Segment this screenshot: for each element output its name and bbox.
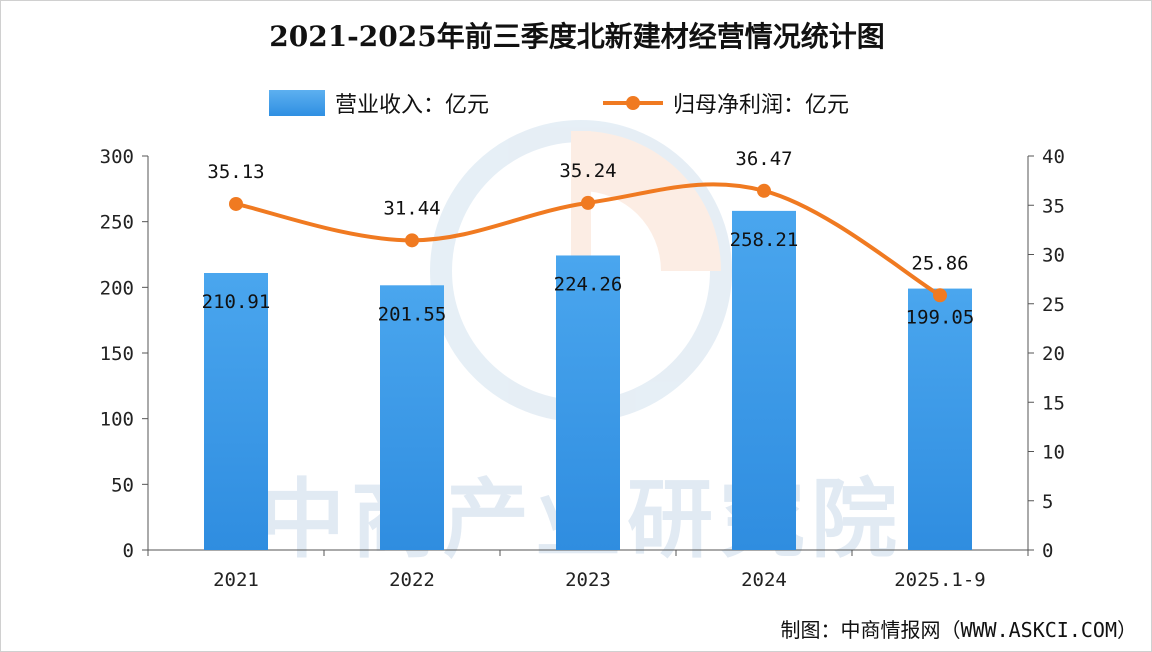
x-tick-label: 2021 (213, 569, 259, 591)
x-tick-label: 2022 (389, 569, 435, 591)
bar-revenue (732, 210, 796, 550)
bar-value-label: 210.91 (202, 291, 271, 313)
y-left-tick-label: 300 (100, 146, 134, 168)
point-profit (933, 288, 947, 303)
point-profit (757, 183, 771, 198)
x-tick-label: 2025.1-9 (894, 569, 986, 591)
y-right-tick-label: 15 (1042, 392, 1065, 414)
legend-line-swatch (603, 90, 663, 116)
y-right-tick-label: 10 (1042, 442, 1065, 464)
bar-value-label: 224.26 (554, 273, 623, 295)
y-left-tick-label: 200 (100, 277, 134, 299)
legend-bar-swatch (269, 90, 325, 116)
x-tick-label: 2024 (741, 569, 787, 591)
point-profit (581, 195, 595, 210)
line-series (229, 182, 947, 303)
line-value-label: 25.86 (911, 252, 968, 274)
legend-profit-label: 归母净利润：亿元 (673, 93, 850, 118)
bar-value-label: 199.05 (906, 307, 975, 329)
line-value-label: 35.13 (207, 161, 264, 183)
line-value-label: 31.44 (383, 197, 440, 219)
legend-item-profit: 归母净利润：亿元 (603, 87, 849, 119)
point-profit (229, 196, 243, 211)
bar-series (204, 210, 972, 550)
bar-revenue (204, 273, 268, 550)
bar-revenue (908, 288, 972, 550)
legend-revenue-label: 营业收入：亿元 (335, 93, 490, 118)
y-left-tick-label: 250 (100, 212, 134, 234)
y-right-tick-label: 30 (1042, 245, 1065, 267)
y-right-tick-label: 40 (1042, 146, 1065, 168)
line-value-label: 36.47 (735, 148, 792, 170)
line-value-label: 35.24 (559, 160, 616, 182)
point-profit (405, 233, 419, 248)
y-right-tick-label: 25 (1042, 294, 1065, 316)
chart-title: 2021-2025年前三季度北新建材经营情况统计图 (269, 20, 885, 53)
bar-revenue (380, 285, 444, 550)
y-left-tick-label: 150 (100, 343, 134, 365)
y-left-tick-label: 0 (123, 540, 134, 562)
legend: 营业收入：亿元 归母净利润：亿元 (1, 87, 1152, 127)
legend-item-revenue: 营业收入：亿元 (269, 87, 489, 119)
y-right-tick-label: 0 (1042, 540, 1053, 562)
y-left-tick-label: 100 (100, 409, 134, 431)
y-right-tick-label: 20 (1042, 343, 1065, 365)
bar-value-label: 258.21 (730, 229, 799, 251)
y-right-tick-label: 5 (1042, 491, 1053, 513)
data-labels: 210.91 201.55 224.26 258.21 199.05 35.13 31.44… (202, 148, 975, 329)
y-left-tick-label: 50 (111, 474, 134, 496)
x-tick-label: 2023 (565, 569, 611, 591)
source-credit: 制图：中商情报网（WWW.ASKCI.COM） (780, 618, 1137, 642)
bar-value-label: 201.55 (378, 303, 447, 325)
y-right-tick-label: 35 (1042, 195, 1065, 217)
bar-revenue (556, 255, 620, 550)
axes: 0 50 100 150 200 250 300 0 5 10 15 20 25 30 35 40 2021 20… (100, 146, 1065, 591)
